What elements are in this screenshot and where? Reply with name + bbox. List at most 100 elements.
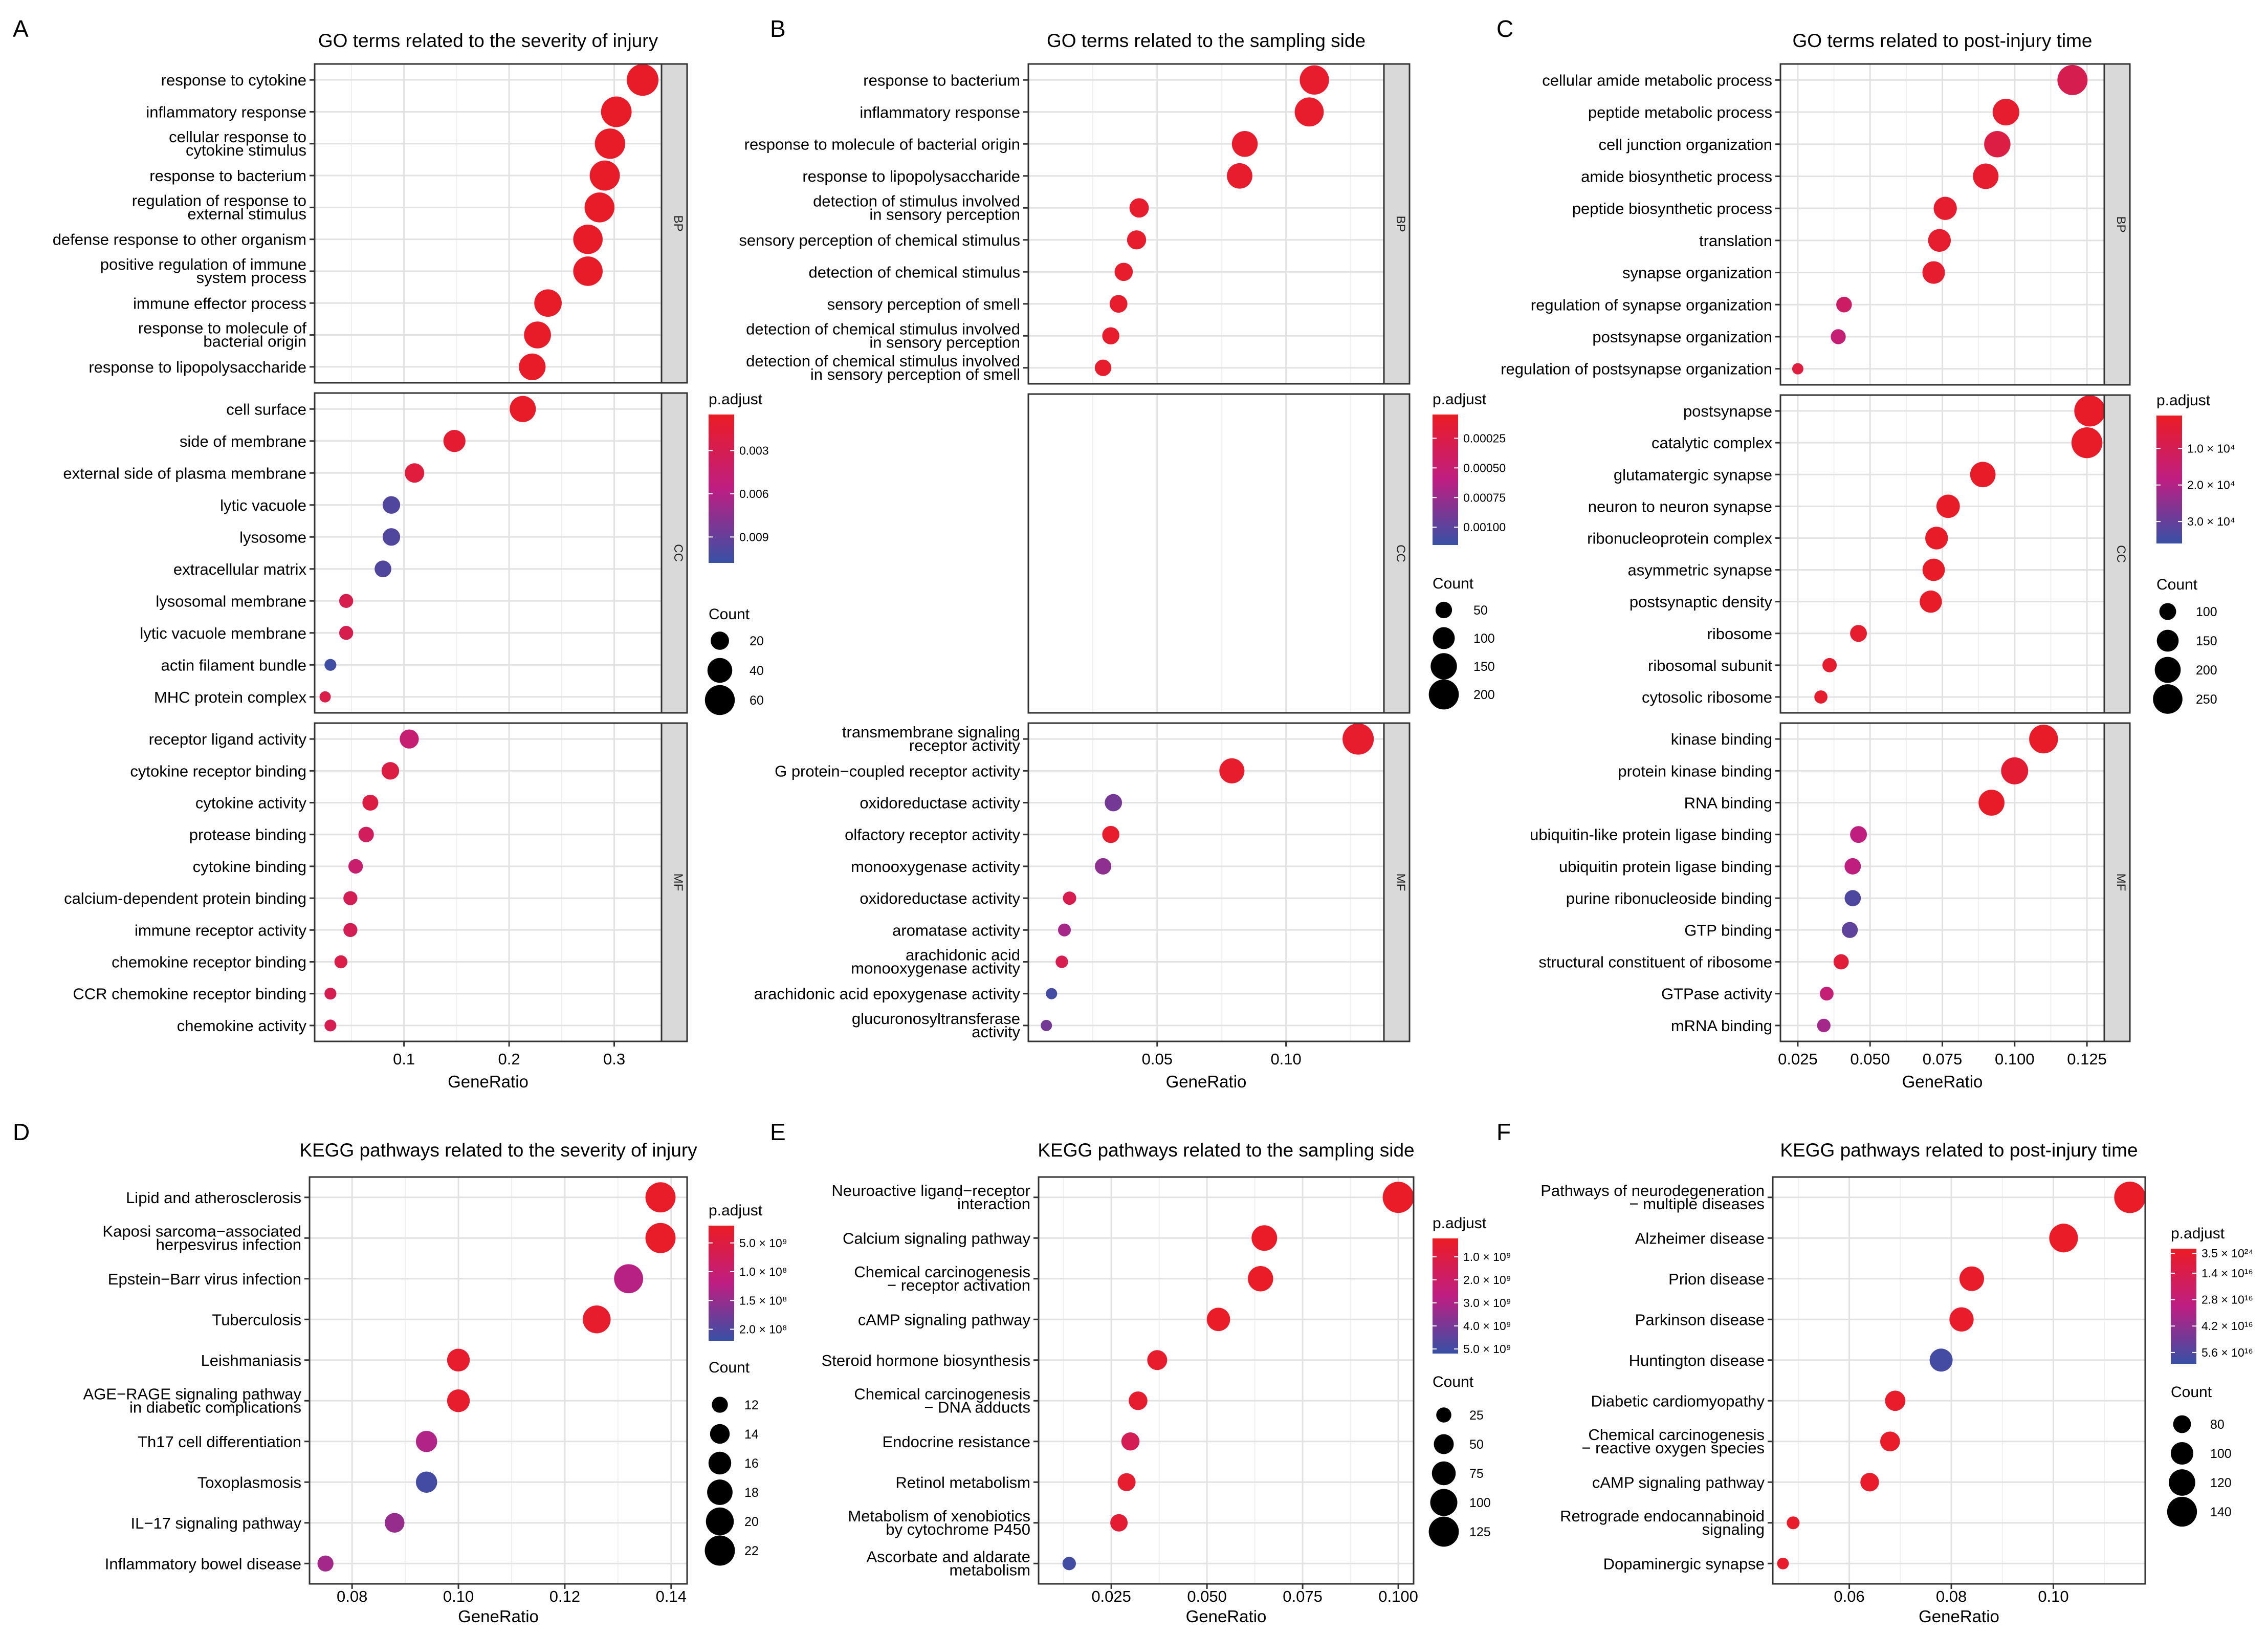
y-tick-label: arachidonic acid monooxygenase activity (851, 946, 1020, 977)
colorbar-tick-label: 0.006 (739, 487, 769, 500)
y-tick-label: detection of chemical stimulus (808, 263, 1020, 281)
y-tick-label: external side of plasma membrane (63, 464, 306, 482)
colorbar-tick-label: 0.009 (739, 530, 769, 543)
facet-main: Pathways of neurodegeneration − multiple … (1540, 1176, 2146, 1626)
y-tick-label: AGE−RAGE signaling pathway in diabetic co… (83, 1385, 302, 1416)
colorbar-tick-label: 4.2 × 10¹⁶ (2201, 1319, 2253, 1333)
facet-MF: receptor ligand activity cytokine recepto… (64, 722, 688, 1091)
y-tick-label: cell surface (226, 400, 306, 418)
data-point (1058, 923, 1071, 936)
facet-BP: response to bacterium inflammatory respon… (739, 63, 1411, 385)
data-point (1922, 261, 1945, 284)
y-tick-label: Lipid and atherosclerosis (126, 1189, 301, 1207)
size-legend-dot (2173, 1415, 2191, 1433)
data-point (1836, 296, 1852, 313)
facet-CC: postsynapse catalytic complex glutamatergi… (1587, 394, 2131, 714)
facet-MF: transmembrane signaling receptor activity… (754, 722, 1411, 1091)
y-tick-label: regulation of synapse organization (1531, 296, 1772, 314)
size-legend-label: 20 (744, 1515, 759, 1529)
y-tick-label: cytosolic ribosome (1642, 688, 1772, 706)
y-tick-label: CCR chemokine receptor binding (73, 985, 306, 1003)
colorbar-tick-label: 2.0 × 10⁴ (2187, 478, 2235, 492)
panel-label: F (1496, 1119, 1511, 1145)
data-point (319, 691, 331, 703)
data-point (1792, 363, 1803, 375)
size-legend-label: 100 (2196, 605, 2217, 619)
facet-MF: kinase binding protein kinase binding RNA … (1530, 722, 2131, 1091)
y-tick-label: Chemical carcinogenesis − reactive oxygen… (1581, 1426, 1765, 1457)
size-legend-dot (704, 1535, 735, 1566)
data-point (1342, 723, 1374, 755)
x-tick-label: 0.025 (1091, 1587, 1131, 1605)
data-point (1219, 758, 1245, 783)
size-legend-label: 200 (1473, 688, 1495, 702)
colorbar-tick-label: 5.0 × 10⁹ (739, 1236, 787, 1250)
data-point (645, 1182, 676, 1213)
y-tick-label: oxidoreductase activity (860, 794, 1020, 812)
y-tick-label: positive regulation of immune system proc… (100, 255, 306, 287)
data-point (584, 192, 615, 223)
panel-title: GO terms related to the sampling side (1047, 30, 1366, 51)
x-tick-label: 0.10 (1270, 1050, 1301, 1068)
size-legend-title: Count (709, 606, 750, 623)
y-tick-label: calcium-dependent protein binding (64, 889, 306, 907)
data-point (343, 923, 358, 937)
panel-E: E KEGG pathways related to the sampling s… (770, 1119, 1511, 1626)
y-tick-label: Retinol metabolism (895, 1473, 1030, 1491)
data-point (1109, 295, 1128, 313)
colorbar (1433, 415, 1458, 545)
size-legend-title: Count (2156, 576, 2198, 593)
size-legend-label: 50 (1473, 603, 1488, 618)
y-tick-label: lysosomal membrane (156, 592, 306, 610)
size-legend-dot (708, 1451, 732, 1475)
y-tick-label: Toxoplasmosis (197, 1473, 301, 1491)
data-point (510, 396, 536, 422)
colorbar-tick-label: 5.0 × 10⁹ (1463, 1342, 1511, 1356)
y-tick-label: glucuronosyltransferase activity (852, 1010, 1021, 1041)
y-tick-label: receptor ligand activity (149, 730, 307, 748)
data-point (1850, 625, 1867, 642)
plot-area (1039, 1177, 1414, 1584)
colorbar (1433, 1238, 1458, 1354)
facet-CC: CC (1027, 393, 1411, 714)
size-legend-label: 20 (750, 634, 764, 648)
data-point (1959, 1266, 1984, 1291)
facet-BP: cellular amide metabolic process peptide … (1501, 63, 2131, 386)
panel-label: B (770, 15, 786, 42)
data-point (1094, 359, 1112, 376)
y-tick-label: glutamatergic synapse (1614, 466, 1772, 484)
y-tick-label: amide biosynthetic process (1581, 167, 1772, 185)
data-point (2057, 64, 2088, 95)
x-axis-label: GeneRatio (1919, 1607, 1999, 1626)
x-tick-label: 0.125 (2067, 1050, 2107, 1068)
colorbar-tick-label: 1.0 × 10⁸ (739, 1265, 787, 1278)
y-tick-label: kinase binding (1671, 730, 1772, 748)
y-tick-label: structural constituent of ribosome (1538, 953, 1772, 971)
colorbar-tick-label: 0.00100 (1463, 520, 1506, 534)
colorbar-tick-label: 0.00025 (1463, 431, 1506, 445)
size-legend-label: 14 (744, 1427, 759, 1442)
size-legend-label: 60 (750, 693, 764, 708)
y-tick-label: sensory perception of chemical stimulus (739, 231, 1020, 249)
size-legend-label: 100 (1469, 1496, 1491, 1510)
y-tick-label: Prion disease (1668, 1270, 1765, 1288)
facet-main: Lipid and atherosclerosis Kaposi sarcoma−… (83, 1176, 688, 1626)
x-tick-label: 0.06 (1834, 1587, 1864, 1605)
size-legend-dot (710, 1424, 730, 1444)
colorbar (709, 1226, 734, 1341)
colorbar-title: p.adjust (1433, 1215, 1487, 1232)
y-tick-label: oxidoreductase activity (860, 889, 1020, 907)
data-point (1817, 1018, 1831, 1033)
panel-B: B GO terms related to the sampling side re… (739, 15, 1506, 1091)
data-point (2074, 395, 2106, 427)
data-point (1822, 658, 1837, 672)
data-point (1121, 1432, 1140, 1451)
colorbar (709, 415, 734, 563)
data-point (1294, 97, 1324, 127)
colorbar-title: p.adjust (1433, 391, 1487, 408)
y-tick-label: RNA binding (1684, 794, 1772, 812)
panel-F: F KEGG pathways related to post-injury ti… (1496, 1119, 2253, 1626)
data-point (583, 1305, 611, 1334)
y-tick-label: protein kinase binding (1618, 762, 1772, 780)
